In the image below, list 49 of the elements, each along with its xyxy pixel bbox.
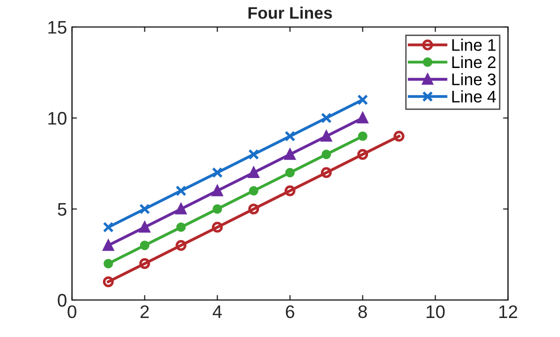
point <box>248 186 258 196</box>
point <box>212 204 222 214</box>
point <box>248 167 260 178</box>
point <box>357 94 368 106</box>
point <box>322 150 332 160</box>
point <box>284 130 296 142</box>
x-tick-label: 12 <box>499 305 518 318</box>
y-tick-label: 0 <box>58 294 66 307</box>
x-tick-label: 0 <box>68 305 76 318</box>
y-tick-label: 10 <box>48 112 66 125</box>
point <box>285 168 295 178</box>
legend-label: Line 1 <box>452 38 496 51</box>
point <box>139 258 150 270</box>
point <box>284 185 296 196</box>
point <box>212 222 223 233</box>
point <box>102 240 114 251</box>
point <box>358 131 368 141</box>
x-tick-label: 6 <box>286 305 294 318</box>
point <box>357 112 368 124</box>
point <box>320 112 332 124</box>
x-tick-label: 4 <box>212 306 222 318</box>
y-tick-label: 5 <box>58 203 66 216</box>
point <box>139 204 150 214</box>
point <box>248 204 260 214</box>
x-tick-label: 8 <box>358 305 367 318</box>
point <box>140 240 150 250</box>
point <box>176 240 186 251</box>
legend-label: Line 2 <box>452 56 496 68</box>
point <box>248 148 260 160</box>
point <box>212 167 223 178</box>
point <box>320 130 332 142</box>
legend-label: Line 4 <box>452 90 496 103</box>
point <box>284 148 296 160</box>
point <box>102 276 114 288</box>
y-tick-label: 15 <box>48 21 66 34</box>
point <box>139 222 150 233</box>
x-tick-label: 2 <box>140 305 149 318</box>
point <box>357 148 368 160</box>
point <box>394 130 404 142</box>
chart-title: Four Lines <box>248 6 332 19</box>
point <box>176 222 186 232</box>
point <box>212 185 223 196</box>
legend-label: Line 3 <box>452 73 496 86</box>
point <box>176 185 186 196</box>
point <box>102 222 114 233</box>
point <box>104 258 114 268</box>
point <box>176 204 186 214</box>
point <box>320 167 332 178</box>
x-tick-label: 10 <box>426 305 445 318</box>
